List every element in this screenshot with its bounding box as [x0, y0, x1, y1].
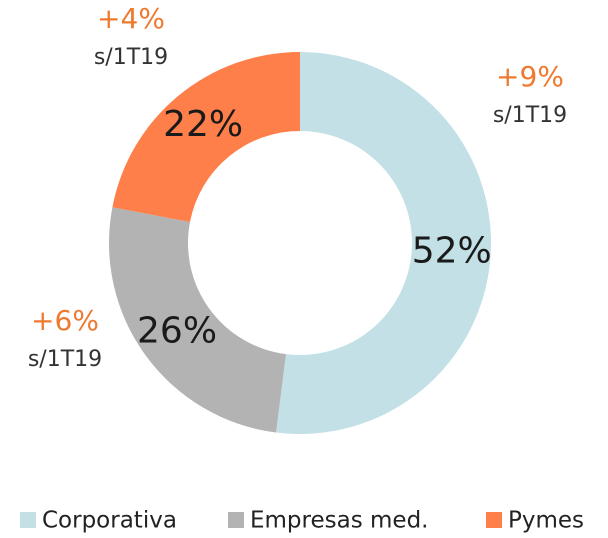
value-label: 26%	[137, 310, 217, 351]
annotation-note: s/1T19	[94, 45, 168, 70]
donut-slice	[112, 52, 300, 223]
annotation-note: s/1T19	[493, 103, 567, 128]
donut-slice	[276, 51, 492, 434]
legend-swatch	[20, 512, 36, 528]
annotation: +4%	[97, 2, 165, 35]
legend-label: Empresas med.	[250, 508, 428, 534]
legend-label: Pymes	[508, 508, 584, 534]
annotation: +9%	[496, 60, 564, 93]
legend-swatch	[228, 512, 244, 528]
value-label: 22%	[163, 104, 243, 145]
value-label: 52%	[412, 231, 492, 272]
annotation: +6%	[31, 304, 99, 337]
legend-label: Corporativa	[42, 508, 177, 534]
legend-swatch	[486, 512, 502, 528]
donut-slice	[108, 207, 286, 433]
annotation-note: s/1T19	[28, 347, 102, 372]
